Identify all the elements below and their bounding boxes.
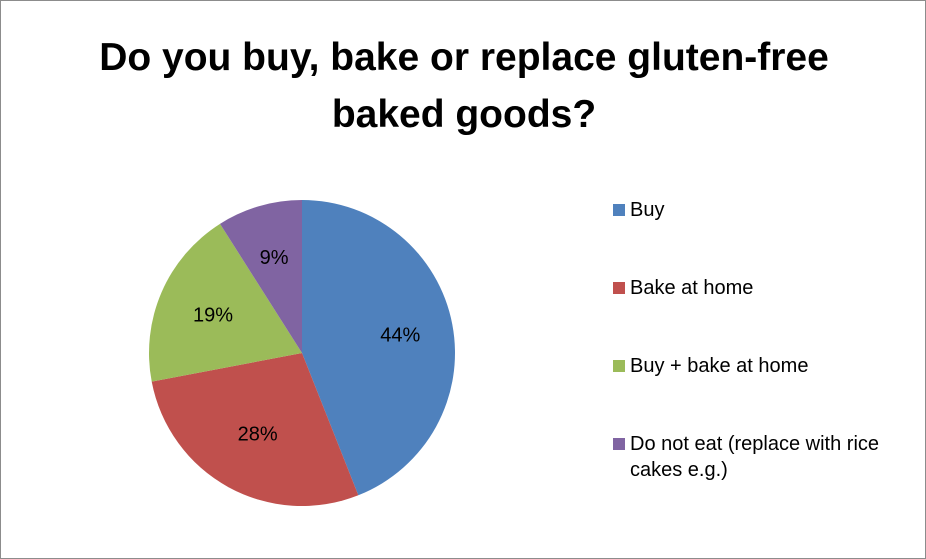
legend-item-buy: Buy: [613, 197, 913, 223]
pie-slice-buy-and-bake: [149, 223, 302, 382]
legend-swatch-buy: [613, 204, 625, 216]
legend-swatch-buy-and-bake: [613, 360, 625, 372]
legend-swatch-bake-at-home: [613, 282, 625, 294]
legend-label-buy: Buy: [630, 199, 665, 221]
legend-item-bake-at-home: Bake at home: [613, 275, 913, 301]
pie-data-labels: 44% 28% 19% 9%: [193, 247, 420, 446]
legend-label-bake-at-home: Bake at home: [630, 277, 754, 299]
pie-slices: [149, 200, 456, 506]
legend-item-buy-and-bake: Buy + bake at home: [613, 353, 913, 379]
pie-slice-bake-at-home: [151, 353, 359, 506]
legend-label-do-not-eat: Do not eat (replace with rice cakes e.g.…: [630, 433, 880, 481]
pie-slice-buy: [302, 200, 456, 496]
legend: Buy Bake at home Buy + bake at home Do n…: [613, 197, 913, 483]
pie-slice-do-not-eat: [220, 200, 302, 353]
legend-swatch-do-not-eat: [613, 438, 625, 450]
legend-item-do-not-eat: Do not eat (replace with rice cakes e.g.…: [613, 431, 913, 483]
data-label-buy-and-bake: 19%: [193, 304, 233, 326]
data-label-do-not-eat: 9%: [260, 247, 289, 269]
data-label-bake-at-home: 28%: [238, 424, 278, 446]
data-label-buy: 44%: [380, 324, 420, 346]
chart-title: Do you buy, bake or replace gluten-free …: [99, 36, 829, 136]
legend-label-buy-and-bake: Buy + bake at home: [630, 355, 809, 377]
